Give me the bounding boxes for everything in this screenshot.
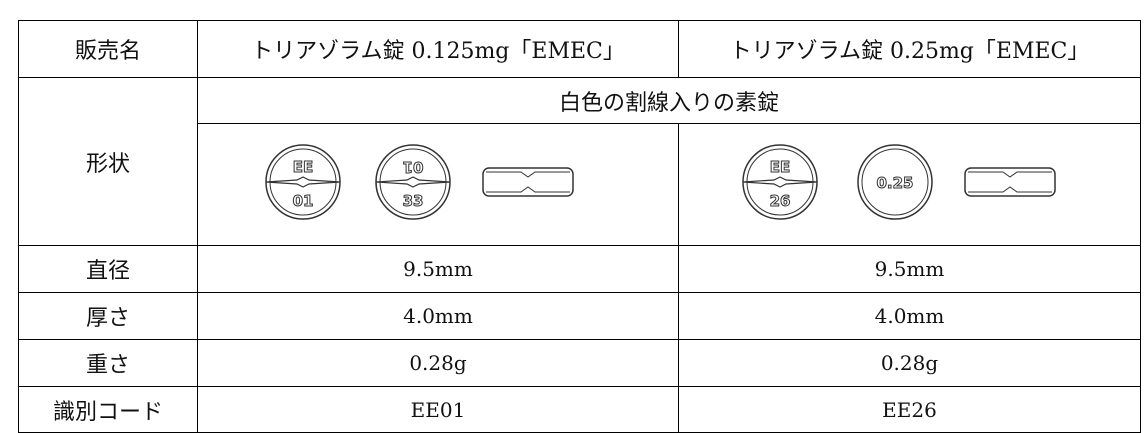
value-cell: 9.5mm: [678, 245, 1141, 293]
row-label: 直径: [18, 245, 198, 293]
header-cell: トリアゾラム錠 0.125mg「EMEC」: [197, 20, 679, 78]
pill-imprint: 26: [769, 192, 790, 210]
row-label: 識別コード: [18, 386, 198, 433]
pill-imprint: 01: [293, 192, 314, 210]
row-label: 重さ: [18, 339, 198, 387]
pill-shape: [742, 175, 817, 188]
header-cell: 販売名: [18, 20, 198, 78]
pill-side: [486, 171, 570, 178]
pill-shape: [265, 175, 341, 188]
value-cell: 0.28g: [197, 339, 679, 387]
pill-side: [486, 185, 570, 192]
pill-imprint: 33: [403, 192, 424, 210]
pill-imprint: 0.25: [876, 174, 913, 192]
value-cell: 4.0mm: [197, 292, 679, 340]
shape-description: 白色の割線入りの素錠: [197, 77, 1141, 124]
pill-imprint: EE: [293, 158, 314, 176]
value-cell: 4.0mm: [678, 292, 1141, 340]
spec-table: 販売名 トリアゾラム錠 0.125mg「EMEC」 トリアゾラム錠 0.25mg…: [18, 20, 1141, 433]
value-cell: EE26: [678, 386, 1141, 433]
value-cell: EE01: [197, 386, 679, 433]
pill-images: EE 01 01 33: [265, 143, 574, 220]
value-cell: 9.5mm: [197, 245, 679, 293]
pill-cell: EE 01 01 33: [197, 123, 679, 246]
header-cell: トリアゾラム錠 0.25mg「EMEC」: [678, 20, 1141, 78]
pill-images: EE 26 0.25: [741, 143, 1056, 220]
pill-side: [963, 166, 1056, 197]
pill-shape: [375, 175, 451, 188]
pill-cell: EE 26 0.25: [678, 123, 1141, 246]
pill-imprint: 01: [403, 158, 424, 176]
row-label: 形状: [18, 77, 198, 246]
pill-side: [967, 171, 1052, 178]
pill-shape: [856, 143, 933, 220]
pill-shape: [861, 148, 928, 215]
pill-side: [482, 166, 574, 197]
value-cell: 0.28g: [678, 339, 1141, 387]
pill-imprint: EE: [769, 158, 790, 176]
row-label: 厚さ: [18, 292, 198, 340]
pill-side: [967, 185, 1052, 192]
